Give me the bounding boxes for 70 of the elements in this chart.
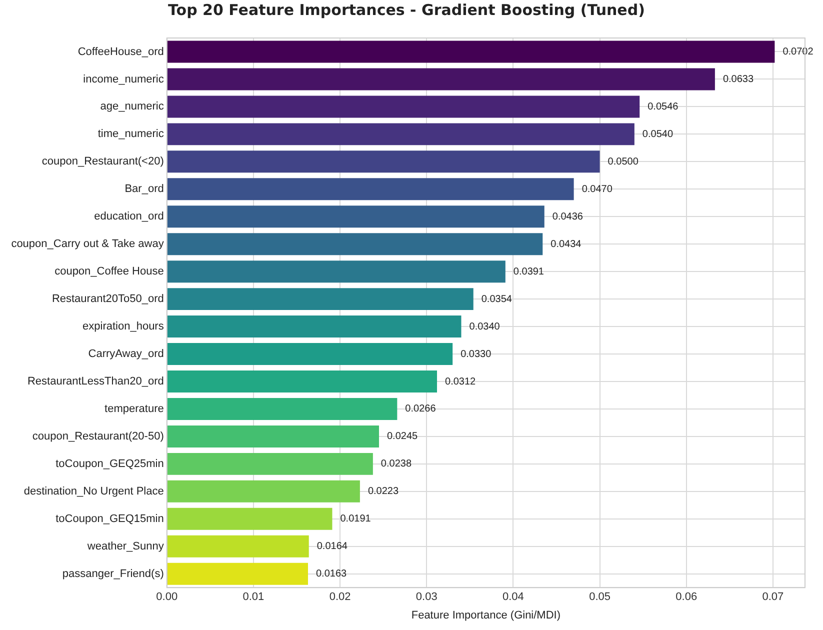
y-tick-label: RestaurantLessThan20_ord [27,376,164,388]
bar [167,480,360,502]
bar [167,452,373,475]
data-label: 0.0245 [386,431,418,442]
data-label: 0.0540 [642,128,674,140]
bar [167,233,543,256]
y-tick-label: toCoupon_GEQ15min [56,512,164,525]
data-label: 0.0500 [608,156,639,168]
data-label: 0.0436 [552,211,584,222]
data-label: 0.0238 [380,458,412,470]
bar [167,398,398,420]
bar [167,150,600,173]
data-label: 0.0266 [405,404,436,415]
x-tick-label: 0.06 [676,591,698,604]
y-tick-label: passanger_Friend(s) [62,568,164,580]
data-label: 0.0702 [782,46,814,58]
data-label: 0.0391 [513,266,544,278]
x-tick-label: 0.01 [242,591,264,604]
y-tick-label: toCoupon_GEQ25min [56,458,164,470]
x-tick-label: 0.07 [762,591,784,604]
y-tick-label: Restaurant20To50_ord [52,293,164,306]
y-tick-label: CoffeeHouse_ord [78,46,164,58]
y-tick-label: destination_No Urgent Place [24,485,164,498]
x-axis-title: Feature Importance (Gini/MDI) [411,609,561,622]
bar [167,316,462,338]
y-tick-label: weather_Sunny [86,540,164,552]
bar [167,260,506,283]
bar [167,562,308,585]
y-tick-label: income_numeric [83,73,164,86]
y-tick-label: time_numeric [98,128,164,140]
data-label: 0.0164 [316,541,348,552]
bar [167,508,332,530]
bar [167,123,634,146]
bar [167,96,640,118]
x-tick-label: 0.05 [589,591,610,604]
x-tick-label: 0.02 [329,591,351,604]
y-tick-label: age_numeric [100,100,164,113]
bar [167,425,379,448]
data-label: 0.0163 [316,568,348,580]
bar [167,40,775,63]
y-tick-label: education_ord [94,210,164,223]
bar [167,535,309,558]
y-tick-label: coupon_Carry out & Take away [11,238,164,250]
data-label: 0.0354 [481,294,512,305]
data-label: 0.0223 [368,486,399,498]
x-tick-label: 0.00 [156,591,178,604]
x-tick-label: 0.04 [502,591,524,604]
bar [167,343,453,366]
bar [167,68,715,90]
data-label: 0.0470 [582,184,613,195]
y-tick-label: Bar_ord [124,183,164,196]
y-tick-label: coupon_Coffee House [54,266,164,278]
y-tick-label: temperature [104,403,164,416]
data-label: 0.0312 [445,376,476,388]
y-tick-label: expiration_hours [82,320,164,333]
data-label: 0.0633 [722,74,754,85]
data-label: 0.0546 [648,101,679,112]
bar [167,206,544,228]
y-tick-label: coupon_Restaurant(20-50) [32,430,164,442]
y-tick-label: CarryAway_ord [88,348,164,360]
bar [167,370,438,392]
bar [167,178,574,200]
data-label: 0.0340 [469,321,500,332]
data-label: 0.0330 [460,348,492,360]
data-label: 0.0191 [340,514,372,525]
y-tick-label: coupon_Restaurant(<20) [42,156,164,168]
chart-title: Top 20 Feature Importances - Gradient Boosting (Tuned) [168,0,645,19]
data-label: 0.0434 [550,238,582,250]
bar [167,288,474,310]
x-tick-label: 0.03 [416,591,438,604]
